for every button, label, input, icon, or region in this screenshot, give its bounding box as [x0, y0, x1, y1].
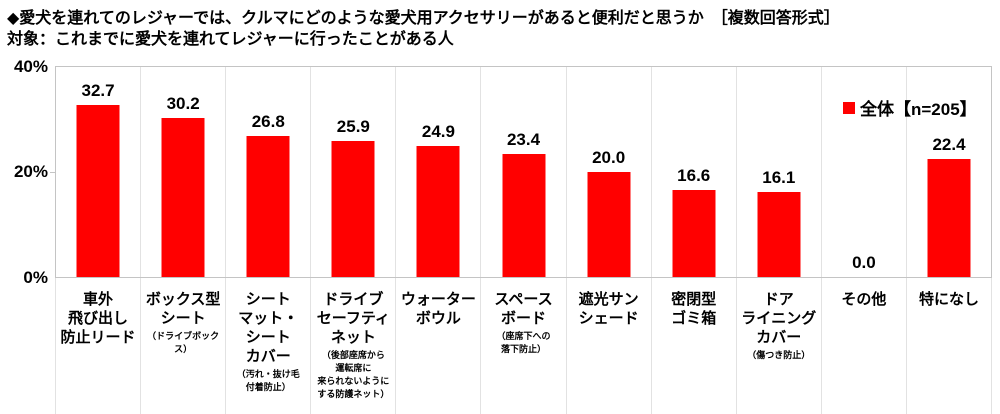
- bar: [161, 118, 205, 277]
- y-axis-tick-label-0: 0%: [23, 268, 48, 287]
- bar-value-label: 16.6: [677, 166, 711, 185]
- category-label-main: 特になし: [918, 291, 979, 308]
- bar-value-label: 20.0: [592, 148, 626, 167]
- chart-column: 24.9: [396, 67, 482, 277]
- category-label-area: 車外 飛び出し 防止リード ボックス型 シート （ドライブボックス） シート マット・ シートカ…: [55, 278, 992, 414]
- category-label-main: シート マット・ シート カバー: [238, 291, 299, 365]
- category-label: ボックス型 シート （ドライブボックス）: [140, 278, 225, 414]
- category-label-main: スペース ボード: [494, 291, 553, 327]
- bar: [416, 146, 460, 277]
- legend-label: 全体【n=205】: [860, 100, 977, 119]
- bar-value-label: 32.7: [81, 81, 115, 100]
- chart-column: 0.0: [822, 67, 907, 277]
- category-label-main: ドア ライニング カバー: [741, 291, 817, 346]
- bar: [331, 141, 375, 277]
- category-label: ドライブ セーフティ ネット （後部座席から 運転席に 来られないように する防護ネット）: [310, 278, 395, 414]
- bar-value-label: 26.8: [251, 112, 285, 131]
- category-label-main: ドライブ セーフティ ネット: [316, 291, 390, 346]
- bar: [246, 136, 290, 277]
- bar-value-label: 23.4: [506, 130, 541, 149]
- category-label: シート マット・ シート カバー （汚れ・抜け毛 付着防止）: [225, 278, 310, 414]
- category-label: スペース ボード （座席下への 落下防止）: [480, 278, 565, 414]
- bar: [927, 159, 971, 277]
- bar-value-label: 25.9: [336, 117, 370, 136]
- category-label: ウォーター ボウル: [395, 278, 480, 414]
- bar: [502, 154, 546, 277]
- bar-value-label: 16.1: [762, 168, 796, 187]
- chart-subtitle: 対象：これまでに愛犬を連れてレジャーに行ったことがある人: [7, 31, 454, 48]
- bar: [672, 190, 716, 277]
- chart-column: 22.4: [907, 67, 991, 277]
- y-axis-tick-label-40: 40%: [13, 57, 48, 76]
- chart-column: 16.6: [652, 67, 737, 277]
- bar: [757, 192, 801, 277]
- y-axis-tick-mark: [50, 172, 55, 173]
- legend: 全体【n=205】: [843, 95, 977, 120]
- category-label-sub: （ドライブボックス）: [147, 331, 220, 354]
- chart-title: ◆愛犬を連れてのレジャーでは、クルマにどのような愛犬用アクセサリーがあると便利だ…: [7, 10, 840, 27]
- chart-column: 16.1: [737, 67, 822, 277]
- category-label-sub: （汚れ・抜け毛 付着防止）: [236, 369, 300, 392]
- category-label: 特になし: [905, 278, 991, 414]
- plot-area: 32.7 30.2 26.8 25.9 24.9 23.4 20.0 16.6 16.1 0.0 2…: [55, 66, 992, 278]
- chart-column: 20.0: [567, 67, 652, 277]
- category-label-main: 密閉型 ゴミ箱: [671, 291, 717, 327]
- bar-value-label: 24.9: [421, 122, 455, 141]
- category-label: ドア ライニング カバー （傷つき防止）: [735, 278, 821, 414]
- bar-value-label: 0.0: [852, 253, 876, 272]
- category-label-main: 遮光サン シェード: [578, 291, 639, 327]
- category-label-sub: （後部座席から 運転席に 来られないように する防護ネット）: [317, 350, 390, 399]
- category-label-main: その他: [841, 291, 887, 308]
- category-label-sub: （座席下への 落下防止）: [496, 331, 551, 354]
- category-label: 密閉型 ゴミ箱: [650, 278, 736, 414]
- bar-value-label: 22.4: [932, 135, 966, 154]
- category-label: 車外 飛び出し 防止リード: [55, 278, 140, 414]
- chart-column: 32.7: [56, 67, 142, 277]
- chart-column: 26.8: [226, 67, 312, 277]
- chart-column: 25.9: [311, 67, 397, 277]
- bar: [587, 172, 631, 277]
- category-label-sub: （傷つき防止）: [747, 350, 811, 360]
- bar-value-label: 30.2: [166, 94, 200, 113]
- bar: [76, 105, 120, 277]
- y-axis-tick-label-20: 20%: [13, 162, 48, 181]
- legend-color-swatch: [843, 101, 855, 114]
- category-label: 遮光サン シェード: [565, 278, 651, 414]
- category-label-main: ボックス型 シート: [145, 291, 221, 327]
- category-label-main: 車外 飛び出し 防止リード: [60, 291, 136, 346]
- category-label-main: ウォーター ボウル: [400, 291, 476, 327]
- category-label: その他: [820, 278, 906, 414]
- chart-column: 23.4: [481, 67, 567, 277]
- chart-column: 30.2: [141, 67, 227, 277]
